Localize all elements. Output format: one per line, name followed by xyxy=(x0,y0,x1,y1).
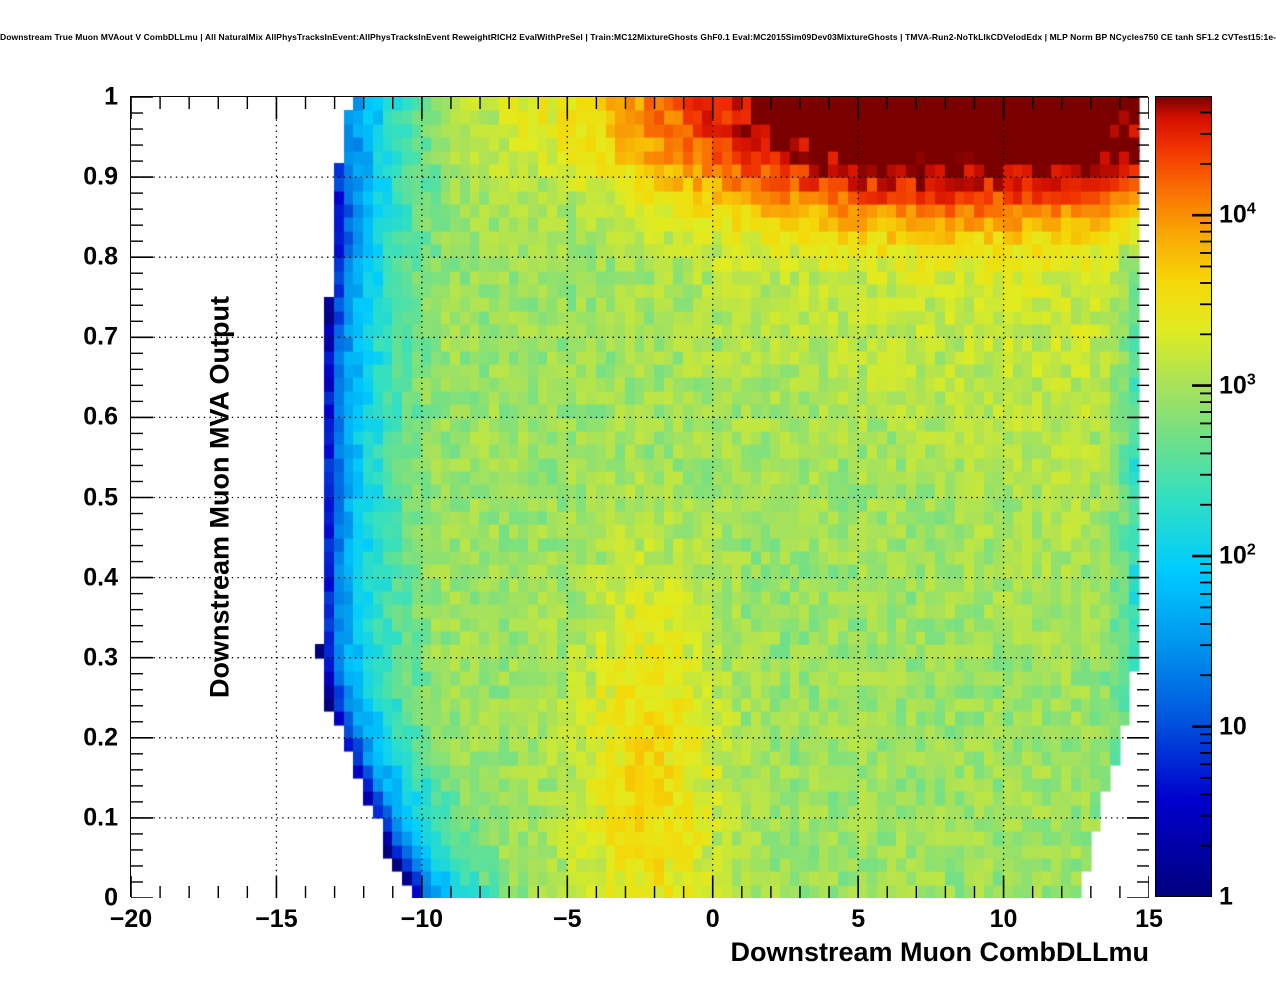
y-axis-title: Downstream Muon MVA Output xyxy=(204,295,235,698)
y-tick-label: 1 xyxy=(104,82,118,111)
y-tick-label: 0.7 xyxy=(83,322,118,351)
colorbar-tick-label: 10 xyxy=(1219,712,1247,741)
x-tick-label: 10 xyxy=(989,905,1018,933)
x-tick-label: −5 xyxy=(553,905,582,933)
y-tick-label: 0.9 xyxy=(83,162,118,191)
x-tick-label: 0 xyxy=(705,905,720,933)
colorbar-tick-label: 104 xyxy=(1219,200,1256,229)
y-tick-label: 0.8 xyxy=(83,242,118,271)
x-tick-label: 5 xyxy=(851,905,866,933)
y-tick-label: 0.5 xyxy=(83,483,118,511)
colorbar-tick-label: 102 xyxy=(1219,541,1256,570)
y-tick-label: 0.4 xyxy=(83,563,118,592)
x-tick-label: −15 xyxy=(255,905,298,933)
x-tick-label: 15 xyxy=(1135,905,1163,933)
x-tick-label: −10 xyxy=(400,905,444,933)
plot-frame: Downstream Muon MVA Output Downstream Mu… xyxy=(83,83,1163,968)
y-tick-label: 0 xyxy=(104,883,118,912)
y-tick-label: 0.3 xyxy=(83,643,118,672)
y-tick-label: 0.6 xyxy=(83,402,118,431)
page-title: Downstream True Muon MVAout V CombDLLmu … xyxy=(0,32,1276,42)
colorbar-tick-label: 1 xyxy=(1219,882,1233,911)
colorbar-tick-label: 103 xyxy=(1219,370,1256,400)
x-axis-title: Downstream Muon CombDLLmu xyxy=(730,937,1150,967)
y-tick-label: 0.1 xyxy=(83,803,118,832)
colorbar: 1 10 102 103 104 xyxy=(1155,96,1256,911)
x-tick-label: −20 xyxy=(109,905,153,933)
colorbar-ticks xyxy=(1192,96,1212,847)
y-tick-label: 0.2 xyxy=(83,723,118,752)
heatmap-canvas xyxy=(131,97,1149,898)
